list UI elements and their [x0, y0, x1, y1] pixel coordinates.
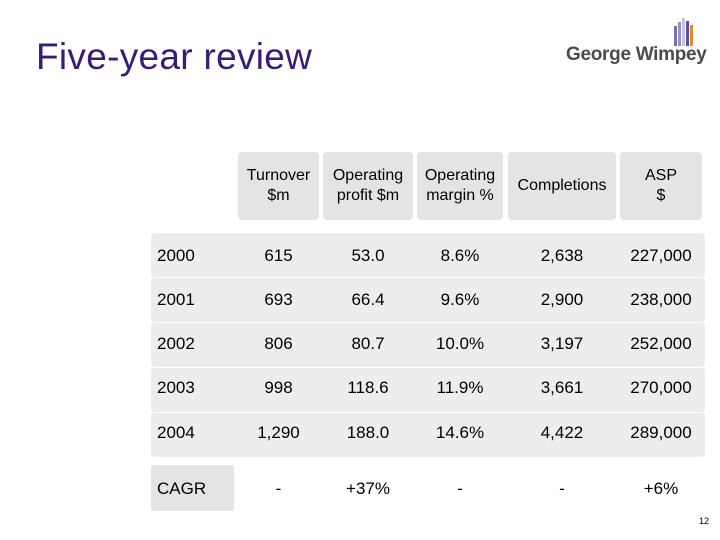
- logo-text: George Wimpey: [566, 44, 707, 65]
- header-turnover: Turnover $m: [238, 152, 319, 220]
- cell-asp: 227,000: [630, 246, 692, 265]
- cell-profit: 80.7: [351, 334, 385, 353]
- cell-profit: 53.0: [351, 246, 385, 265]
- cell-turnover: 998: [264, 378, 293, 397]
- header-asp: ASP $: [620, 152, 702, 220]
- george-wimpey-logo: George Wimpey: [566, 18, 707, 70]
- cell-profit: 188.0: [346, 423, 390, 442]
- row-background: [151, 233, 705, 277]
- row-year: 2002: [157, 334, 195, 353]
- header-operating-profit: Operating profit $m: [323, 152, 413, 220]
- cagr-margin: -: [457, 479, 463, 498]
- header-operating-margin: Operating margin %: [417, 152, 503, 220]
- cell-turnover: 806: [264, 334, 293, 353]
- cagr-label: CAGR: [157, 479, 207, 498]
- cell-turnover: 1,290: [257, 423, 300, 442]
- cell-turnover: 615: [264, 246, 293, 265]
- cell-profit: 118.6: [347, 378, 389, 397]
- cell-profit: 66.4: [351, 290, 385, 309]
- row-background: [151, 323, 705, 367]
- cagr-profit: +37%: [346, 479, 390, 498]
- row-year: 2003: [157, 378, 195, 397]
- cell-completions: 3,197: [540, 334, 584, 353]
- cell-asp: 289,000: [630, 423, 692, 442]
- row-year: 2004: [157, 423, 195, 442]
- cell-completions: 2,638: [540, 246, 584, 265]
- cell-turnover: 693: [264, 290, 293, 309]
- cell-margin: 11.9%: [436, 378, 484, 397]
- cell-asp: 238,000: [630, 290, 692, 309]
- cagr-completions: -: [559, 479, 565, 498]
- cell-asp: 270,000: [630, 378, 692, 397]
- cagr-turnover: -: [275, 479, 282, 498]
- header-completions: Completions: [508, 152, 616, 220]
- cell-margin: 8.6%: [440, 246, 480, 265]
- cell-asp: 252,000: [630, 334, 692, 353]
- row-background: [151, 413, 705, 457]
- cagr-label-box: [151, 465, 234, 511]
- cagr-asp: +6%: [643, 479, 679, 498]
- cell-margin: 9.6%: [440, 290, 480, 309]
- row-background: [151, 278, 705, 322]
- slide-number: 12: [699, 516, 710, 526]
- cell-completions: 4,422: [540, 423, 584, 442]
- logo-mark-icon: [674, 18, 693, 46]
- row-year: 2000: [157, 246, 195, 265]
- cell-completions: 3,661: [540, 378, 584, 397]
- slide-title: Five-year review: [36, 36, 313, 77]
- cell-margin: 10.0%: [435, 334, 485, 353]
- cell-completions: 2,900: [540, 290, 584, 309]
- row-background: [151, 368, 705, 412]
- row-year: 2001: [157, 290, 195, 309]
- cell-margin: 14.6%: [435, 423, 485, 442]
